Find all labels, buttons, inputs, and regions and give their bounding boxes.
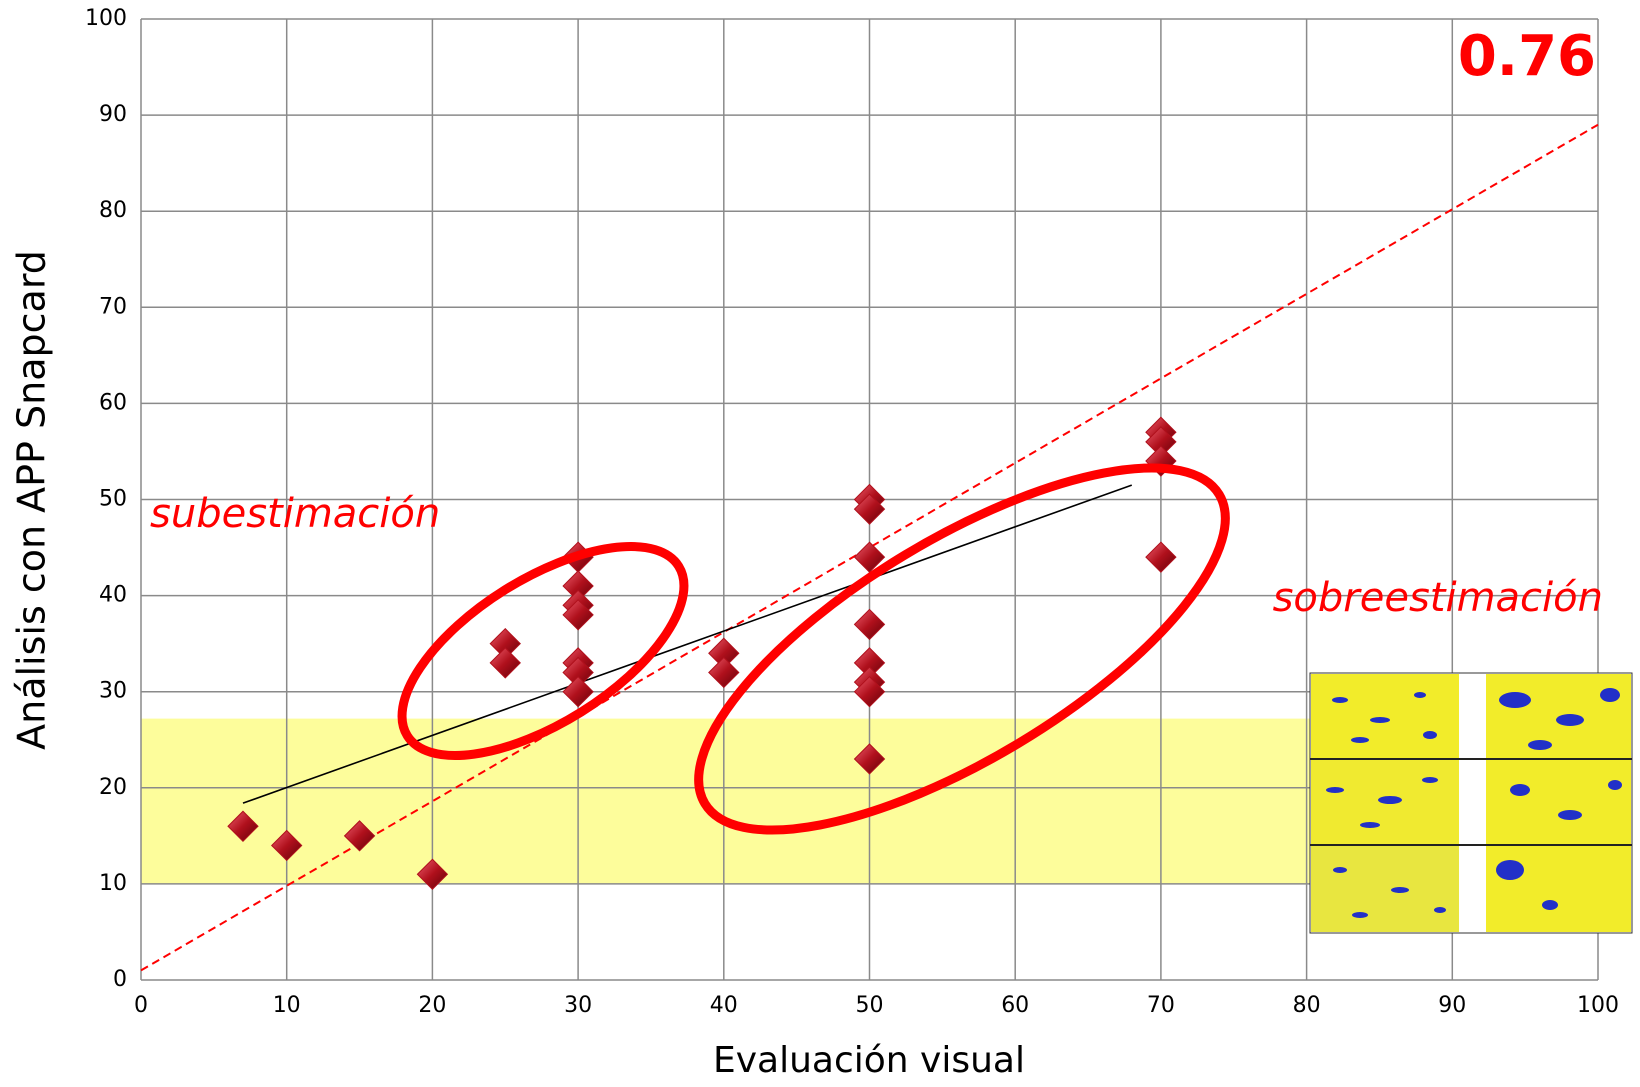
x-tick-label: 100 — [1577, 993, 1619, 1018]
data-point — [855, 609, 885, 639]
x-tick-label: 10 — [273, 993, 301, 1018]
x-tick-label: 30 — [564, 993, 592, 1018]
x-tick-label: 40 — [710, 993, 738, 1018]
chart: 0 10 20 30 40 50 60 70 80 90 100 0 10 20 30 40 50 60 70 80 9… — [0, 0, 1640, 1087]
y-tick-label: 100 — [85, 6, 127, 31]
y-tick-label: 80 — [99, 198, 127, 223]
x-tick-label: 90 — [1438, 993, 1466, 1018]
x-tick-label: 50 — [856, 993, 884, 1018]
data-point — [709, 657, 739, 687]
x-tick-label: 80 — [1293, 993, 1321, 1018]
y-tick-label: 90 — [99, 102, 127, 127]
y-tick-label: 10 — [99, 871, 127, 896]
annotation: subestimación — [150, 491, 440, 537]
y-tick-label: 30 — [99, 679, 127, 704]
y-tick-label: 50 — [99, 487, 127, 512]
y-axis-title: Análisis con APP Snapcard — [10, 250, 54, 750]
y-tick-label: 60 — [99, 390, 127, 415]
annotation: 0.76 — [1458, 24, 1596, 89]
inset-photos — [1310, 673, 1632, 933]
x-tick-label: 70 — [1147, 993, 1175, 1018]
annotation: sobreestimación — [1273, 575, 1603, 621]
x-tick-label: 0 — [134, 993, 148, 1018]
y-tick-label: 70 — [99, 294, 127, 319]
x-tick-label: 60 — [1001, 993, 1029, 1018]
x-tick-label: 20 — [418, 993, 446, 1018]
data-point — [490, 648, 520, 678]
y-tick-label: 40 — [99, 583, 127, 608]
y-tick-label: 20 — [99, 775, 127, 800]
x-axis-title: Evaluación visual — [713, 1040, 1025, 1081]
data-point — [1146, 542, 1176, 572]
y-tick-label: 0 — [113, 967, 127, 992]
